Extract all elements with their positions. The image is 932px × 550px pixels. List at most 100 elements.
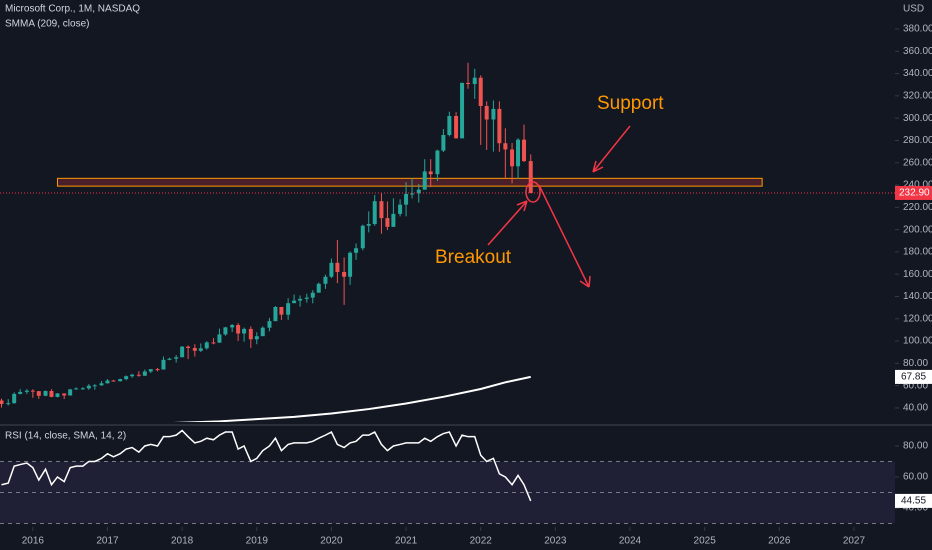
y-tick-label: 220.00 [903, 202, 932, 213]
candle-body [410, 193, 415, 195]
candle-body [174, 357, 179, 359]
candle-body [0, 400, 4, 405]
candle-body [428, 171, 433, 175]
y-tick-label: 40.00 [903, 403, 928, 414]
x-tick-label: 2024 [619, 536, 642, 547]
candle-body [74, 388, 79, 390]
candle-body [6, 403, 11, 405]
candle-body [36, 391, 41, 396]
rsi-y-tick-label: 40.00 [903, 503, 928, 514]
candle-body [516, 139, 521, 167]
candle-body [447, 116, 452, 135]
candle-body [43, 391, 48, 396]
candle-body [111, 380, 116, 382]
y-tick-label: 240.00 [903, 180, 932, 191]
candle-body [267, 321, 272, 328]
x-tick-label: 2022 [470, 536, 493, 547]
candle-body [503, 143, 508, 150]
candle-body [99, 383, 104, 386]
candle-body [391, 213, 396, 227]
candle-body [466, 82, 471, 85]
y-tick-label: 180.00 [903, 247, 932, 258]
currency: USD [903, 4, 924, 15]
x-tick-label: 2021 [395, 536, 418, 547]
candle-body [342, 271, 347, 277]
candle-body [148, 369, 153, 372]
x-tick-label: 2020 [320, 536, 343, 547]
candle-body [416, 189, 421, 194]
candle-body [348, 252, 353, 277]
candle-body [279, 306, 284, 315]
candle-body [180, 346, 185, 358]
candle-body [236, 325, 241, 334]
candle-body [372, 201, 377, 225]
candle-body [254, 336, 259, 340]
candle-body [186, 346, 191, 348]
candle-body [217, 334, 222, 343]
x-tick-label: 2026 [768, 536, 791, 547]
candle-body [155, 369, 160, 371]
candle-body [472, 77, 477, 85]
candle-body [310, 292, 315, 298]
candle-body [124, 376, 129, 380]
x-tick-label: 2027 [843, 536, 866, 547]
candle-body [92, 385, 97, 387]
candle-body [528, 161, 533, 193]
candle-body [360, 225, 365, 249]
candle-body [49, 391, 54, 397]
y-tick-label: 340.00 [903, 68, 932, 79]
y-tick-label: 360.00 [903, 46, 932, 57]
candle-body [460, 82, 465, 139]
candle-body [273, 306, 278, 322]
candle-body [80, 388, 85, 390]
candle-body [491, 108, 496, 120]
plot-layer: 2016 2017 2018 2019 2020 2021 2022 2023 2024 2025… [0, 24, 932, 547]
price-label-box [895, 185, 932, 200]
chart-title: Microsoft Corp., 1M, NASDAQ [5, 4, 140, 15]
rsi-pane [0, 429, 895, 524]
x-tick-label: 2016 [22, 536, 45, 547]
candle-body [130, 374, 135, 377]
y-tick-label: 60.00 [903, 380, 928, 391]
candle-body [366, 224, 371, 226]
candle-body [192, 347, 197, 351]
main-pane [0, 62, 763, 422]
candle-body [24, 390, 29, 392]
y-tick-label: 140.00 [903, 291, 932, 302]
x-tick-label: 2019 [246, 536, 269, 547]
candle-body [316, 283, 321, 293]
smma-legend: SMMA (209, close) [5, 19, 89, 30]
candle-body [522, 139, 527, 162]
candle-body [304, 297, 309, 299]
candle-body [118, 379, 123, 382]
candle-body [211, 342, 216, 344]
candle-body [286, 303, 291, 315]
candle-body [230, 325, 235, 328]
price-label: 232.90 [899, 188, 930, 199]
candle-body [86, 385, 91, 389]
arrow [592, 125, 631, 173]
candle-body [484, 106, 489, 120]
candle-body [441, 134, 446, 151]
smma-label-box [895, 369, 932, 384]
y-tick-label: 300.00 [903, 113, 932, 124]
x-tick-label: 2025 [694, 536, 717, 547]
candle-body [329, 262, 334, 277]
smma-line [173, 375, 531, 422]
candle-body [292, 300, 297, 304]
candle-body [12, 393, 17, 404]
candle-body [404, 193, 409, 205]
y-tick-label: 280.00 [903, 135, 932, 146]
candle-body [142, 371, 147, 376]
rsi-y-tick-label: 80.00 [903, 441, 928, 452]
candle-body [510, 149, 515, 167]
rsi-line [1, 429, 532, 502]
candle-body [385, 218, 390, 227]
candle-body [323, 276, 328, 284]
candle-body [478, 77, 483, 107]
y-tick-label: 100.00 [903, 336, 932, 347]
y-tick-label: 200.00 [903, 224, 932, 235]
candle-body [379, 201, 384, 219]
y-tick-label: 260.00 [903, 157, 932, 168]
